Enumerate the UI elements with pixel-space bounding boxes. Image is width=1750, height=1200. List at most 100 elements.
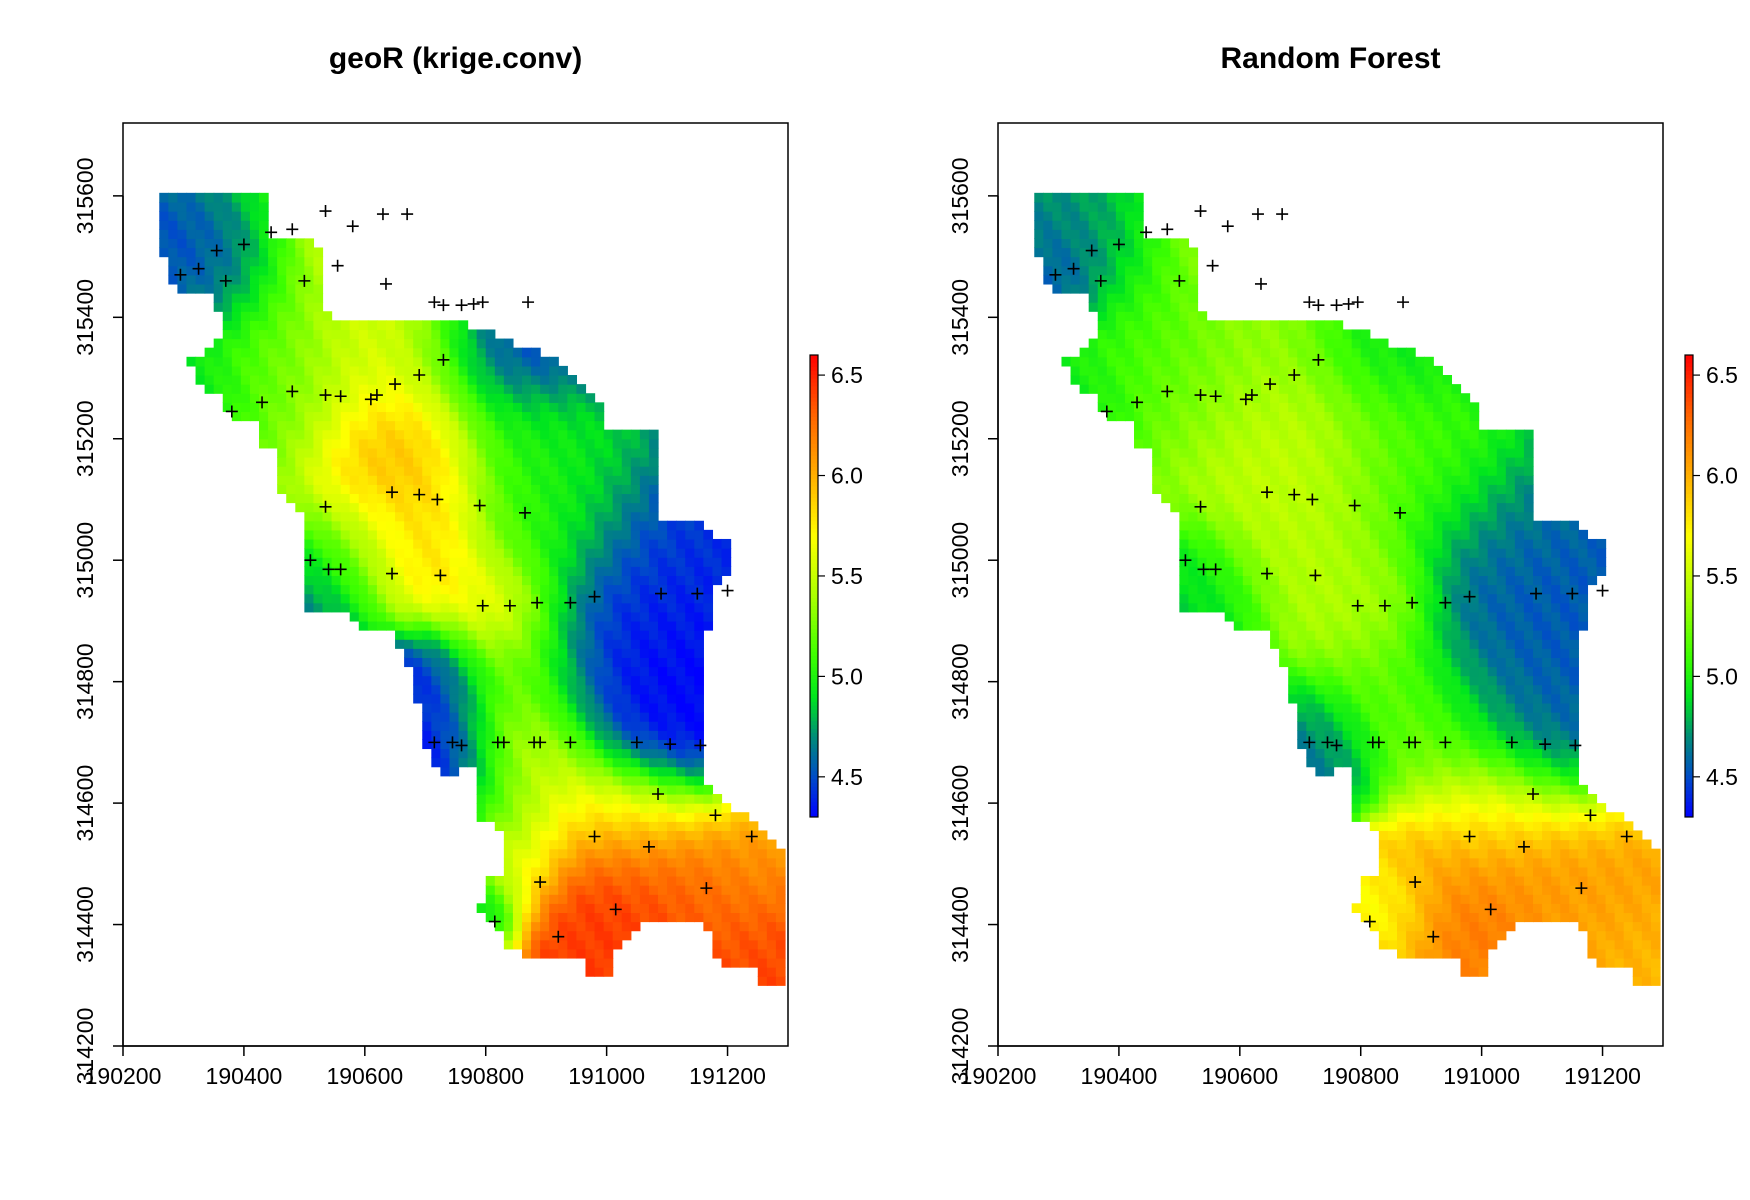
raster-cell [667, 702, 677, 713]
raster-cell [639, 803, 650, 813]
raster-cell [259, 411, 269, 422]
raster-cell [304, 456, 315, 467]
raster-cell [1378, 429, 1389, 440]
raster-cell [304, 247, 315, 258]
raster-cell [1397, 365, 1407, 376]
raster-cell [1433, 639, 1443, 649]
raster-cell [621, 875, 632, 886]
raster-cell [385, 611, 396, 622]
raster-cell [730, 921, 741, 932]
raster-cell [630, 584, 641, 595]
raster-cell [277, 238, 287, 249]
raster-cell [1315, 693, 1326, 704]
raster-cell [449, 548, 460, 558]
raster-cell [694, 675, 704, 686]
raster-cell [549, 739, 559, 750]
raster-cell [567, 866, 578, 877]
raster-cell [1242, 493, 1253, 504]
raster-cell [1415, 611, 1425, 622]
raster-cell [1460, 912, 1471, 923]
raster-cell [512, 475, 523, 485]
raster-cell [349, 602, 360, 613]
raster-cell [1460, 766, 1471, 777]
raster-cell [576, 548, 587, 558]
colorbar-segment [810, 770, 818, 776]
raster-cell [494, 903, 505, 914]
raster-cell [1315, 520, 1326, 531]
raster-cell [1369, 921, 1380, 932]
colorbar-segment [810, 740, 818, 745]
raster-cell [1197, 329, 1208, 340]
raster-cell [576, 648, 587, 658]
raster-cell [1469, 684, 1480, 695]
raster-cell [413, 584, 423, 595]
raster-cell [630, 648, 641, 658]
raster-cell [531, 575, 541, 586]
raster-cell [658, 566, 668, 576]
raster-cell [1369, 602, 1380, 613]
raster-cell [1469, 639, 1480, 649]
raster-cell [522, 356, 532, 367]
raster-cell [1324, 684, 1335, 695]
raster-cell [1306, 602, 1316, 613]
raster-cell [558, 375, 568, 385]
raster-cell [558, 365, 568, 376]
raster-cell [422, 538, 432, 549]
raster-cell [1387, 675, 1398, 686]
raster-cell [340, 402, 351, 413]
raster-cell [213, 229, 224, 239]
raster-cell [1324, 557, 1335, 567]
raster-cell [222, 311, 233, 321]
raster-cell [1424, 438, 1434, 449]
raster-cell [449, 630, 460, 640]
raster-cell [449, 575, 460, 586]
raster-cell [612, 803, 623, 813]
raster-cell [685, 912, 695, 923]
raster-cell [1324, 548, 1335, 558]
raster-cell [1351, 639, 1362, 649]
raster-cell [1188, 393, 1199, 403]
raster-cell [231, 311, 242, 321]
sample-point [588, 590, 601, 603]
raster-cell [259, 274, 269, 285]
raster-cell [522, 702, 532, 713]
raster-cell [1451, 456, 1462, 467]
raster-cell [1188, 429, 1199, 440]
raster-cell [1397, 803, 1407, 813]
raster-cell [1188, 475, 1199, 485]
raster-cell [1406, 885, 1416, 895]
raster-cell [576, 675, 587, 686]
raster-cell [612, 593, 623, 604]
raster-cell [1487, 803, 1498, 813]
raster-cell [503, 356, 514, 367]
raster-cell [766, 857, 777, 868]
raster-cell [1215, 365, 1226, 376]
colorbar-segment [810, 370, 818, 375]
raster-cell [621, 803, 632, 813]
raster-cell [531, 375, 541, 385]
raster-cell [576, 921, 587, 932]
raster-cell [1397, 766, 1407, 777]
raster-cell [1387, 529, 1398, 540]
raster-cell [1260, 529, 1271, 540]
raster-cell [1387, 575, 1398, 586]
colorbar-segment [810, 624, 818, 629]
raster-cell [1106, 201, 1117, 212]
raster-cell [277, 283, 287, 294]
raster-cell [603, 456, 614, 467]
colorbar-segment [810, 643, 818, 649]
raster-cell [694, 620, 704, 631]
raster-cell [1478, 466, 1489, 476]
raster-cell [594, 520, 605, 531]
raster-cell [485, 402, 496, 413]
raster-cell [630, 821, 641, 832]
raster-cell [603, 529, 614, 540]
raster-cell [1251, 347, 1262, 358]
raster-cell [249, 393, 260, 403]
raster-cell [1288, 402, 1298, 413]
raster-cell [522, 420, 532, 431]
raster-cell [1378, 466, 1389, 476]
raster-cell [531, 456, 541, 467]
raster-cell [522, 766, 532, 777]
raster-cell [295, 502, 305, 513]
